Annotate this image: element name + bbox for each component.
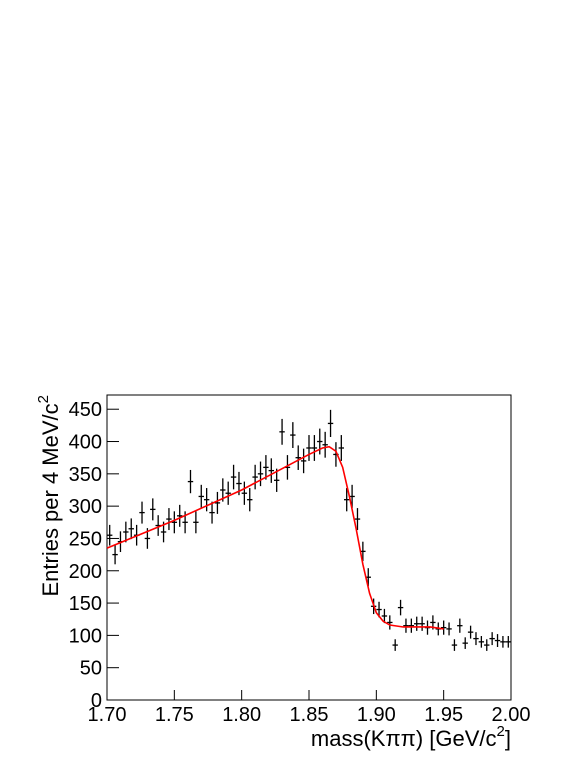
x-label-end: ] (505, 726, 511, 751)
x-label-main: mass(Kππ) [GeV/c (311, 726, 497, 751)
x-tick-label: 2.00 (492, 704, 531, 726)
y-tick-label: 100 (69, 625, 102, 647)
y-label-sup: 2 (35, 395, 52, 403)
y-tick-label: 300 (69, 496, 102, 518)
x-label-sup: 2 (497, 723, 505, 740)
x-tick-label: 1.75 (155, 704, 194, 726)
y-tick-label: 50 (80, 658, 102, 680)
x-tick-label: 1.90 (357, 704, 396, 726)
x-axis-label: mass(Kππ) [GeV/c2] (311, 723, 511, 751)
y-tick-label: 400 (69, 432, 102, 454)
x-tick-label: 1.85 (290, 704, 329, 726)
x-tick-label: 1.70 (88, 704, 127, 726)
x-tick-label: 1.95 (424, 704, 463, 726)
y-tick-label: 250 (69, 528, 102, 550)
y-tick-label: 200 (69, 561, 102, 583)
y-tick-label: 350 (69, 464, 102, 486)
y-tick-label: 150 (69, 593, 102, 615)
y-tick-label: 450 (69, 399, 102, 421)
fit-curve (106, 445, 444, 630)
y-label-main: Entries per 4 MeV/c (38, 403, 63, 596)
y-axis-label: Entries per 4 MeV/c2 (35, 395, 63, 597)
y-tick-label: 0 (91, 690, 102, 712)
x-tick-label: 1.80 (222, 704, 261, 726)
